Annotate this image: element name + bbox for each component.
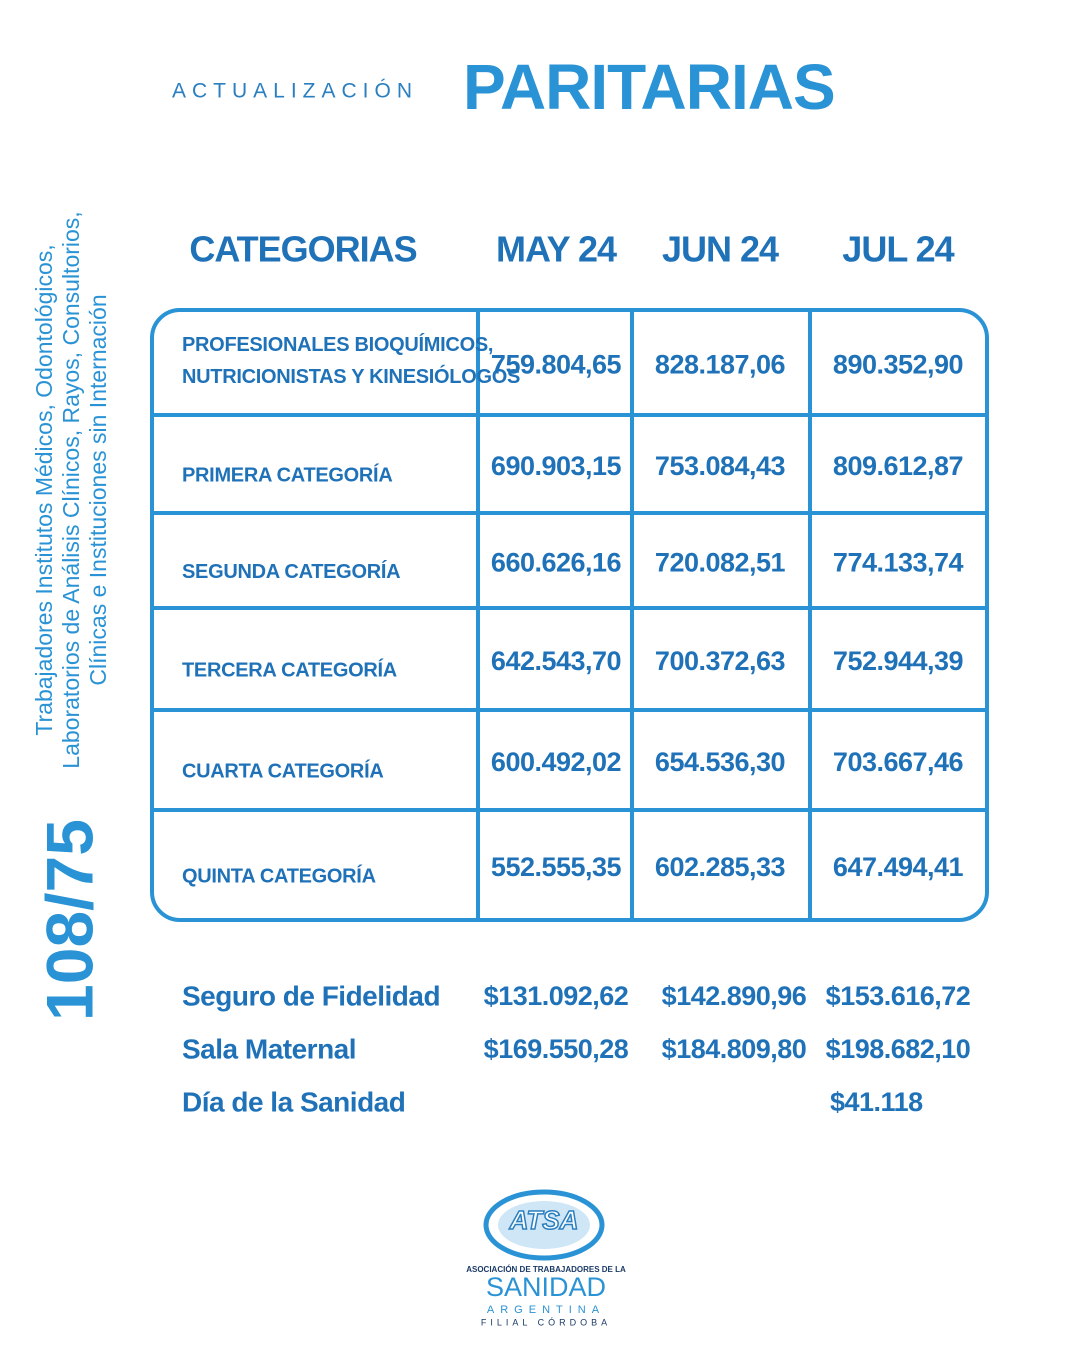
logo-branch: FILIAL CÓRDOBA	[481, 1317, 611, 1327]
cell-value: 552.555,35	[491, 852, 622, 882]
extra-label: Sala Maternal	[182, 1033, 356, 1064]
table: CATEGORIAS MAY 24 JUN 24 JUL 24 PROFESIONALE…	[152, 229, 987, 920]
side-line: Trabajadores Institutos Médicos, Odontol…	[31, 244, 57, 735]
row-label: NUTRICIONISTAS Y KINESIÓLOGOS	[182, 364, 520, 388]
cell-value: 703.667,46	[833, 747, 964, 777]
cell-value: 600.492,02	[491, 747, 621, 777]
cell-value: 828.187,06	[655, 350, 786, 380]
header-prefix: ACTUALIZACIÓN	[172, 80, 418, 103]
table-frame	[150, 308, 989, 922]
cell-value: 690.903,15	[491, 451, 622, 481]
cell-value: 752.944,39	[833, 646, 964, 676]
logo-name: SANIDAD	[486, 1272, 606, 1302]
cell-value: 642.543,70	[491, 646, 621, 676]
cell-value: 720.082,51	[655, 548, 786, 578]
cell-value: 774.133,74	[833, 548, 964, 578]
logo-country: ARGENTINA	[487, 1304, 605, 1316]
cell-value: 602.285,33	[655, 852, 786, 882]
side-line: Clínicas e Instituciones sin Internación	[85, 294, 111, 685]
side-code: 108/75	[32, 819, 106, 1021]
extra-value: $41.118	[830, 1087, 923, 1117]
extra-label: Día de la Sanidad	[182, 1086, 405, 1117]
logo-acronym: ATSA	[509, 1205, 579, 1235]
row-label: PROFESIONALES BIOQUÍMICOS,	[182, 333, 493, 356]
extras: Seguro de Fidelidad $131.092,62 $142.890,9…	[182, 980, 971, 1117]
extra-value: $131.092,62	[484, 981, 629, 1011]
column-header: MAY 24	[496, 229, 617, 270]
cell-value: 660.626,16	[491, 548, 622, 578]
cell-value: 647.494,41	[833, 852, 964, 882]
header-title: PARITARIAS	[463, 51, 835, 123]
cell-value: 700.372,63	[655, 646, 786, 676]
extra-value: $153.616,72	[826, 981, 971, 1011]
logo: ATSA ASOCIACIÓN DE TRABAJADORES DE LA SA…	[466, 1189, 626, 1327]
cell-value: 890.352,90	[833, 350, 963, 380]
row-label: TERCERA CATEGORÍA	[182, 658, 397, 681]
cell-value: 759.804,65	[491, 350, 622, 380]
logo-inner	[498, 1201, 590, 1249]
cell-value: 753.084,43	[655, 451, 786, 481]
column-header: JUL 24	[842, 229, 954, 270]
row-label: PRIMERA CATEGORÍA	[182, 463, 392, 486]
cell-value: 654.536,30	[655, 747, 785, 777]
extra-value: $184.809,80	[662, 1034, 807, 1064]
extra-value: $142.890,96	[662, 981, 807, 1011]
side-text: Trabajadores Institutos Médicos, Odontol…	[31, 211, 111, 768]
row-label: CUARTA CATEGORÍA	[182, 759, 383, 782]
logo-line1: ASOCIACIÓN DE TRABAJADORES DE LA	[466, 1265, 626, 1274]
column-header: JUN 24	[662, 229, 779, 270]
row-label: QUINTA CATEGORÍA	[182, 864, 376, 887]
column-header: CATEGORIAS	[189, 229, 416, 270]
extra-value: $169.550,28	[484, 1034, 629, 1064]
side-line: Laboratorios de Análisis Clínicos, Rayos…	[58, 211, 84, 768]
extra-value: $198.682,10	[826, 1034, 971, 1064]
cell-value: 809.612,87	[833, 451, 963, 481]
row-label: SEGUNDA CATEGORÍA	[182, 560, 400, 583]
extra-label: Seguro de Fidelidad	[182, 980, 440, 1011]
